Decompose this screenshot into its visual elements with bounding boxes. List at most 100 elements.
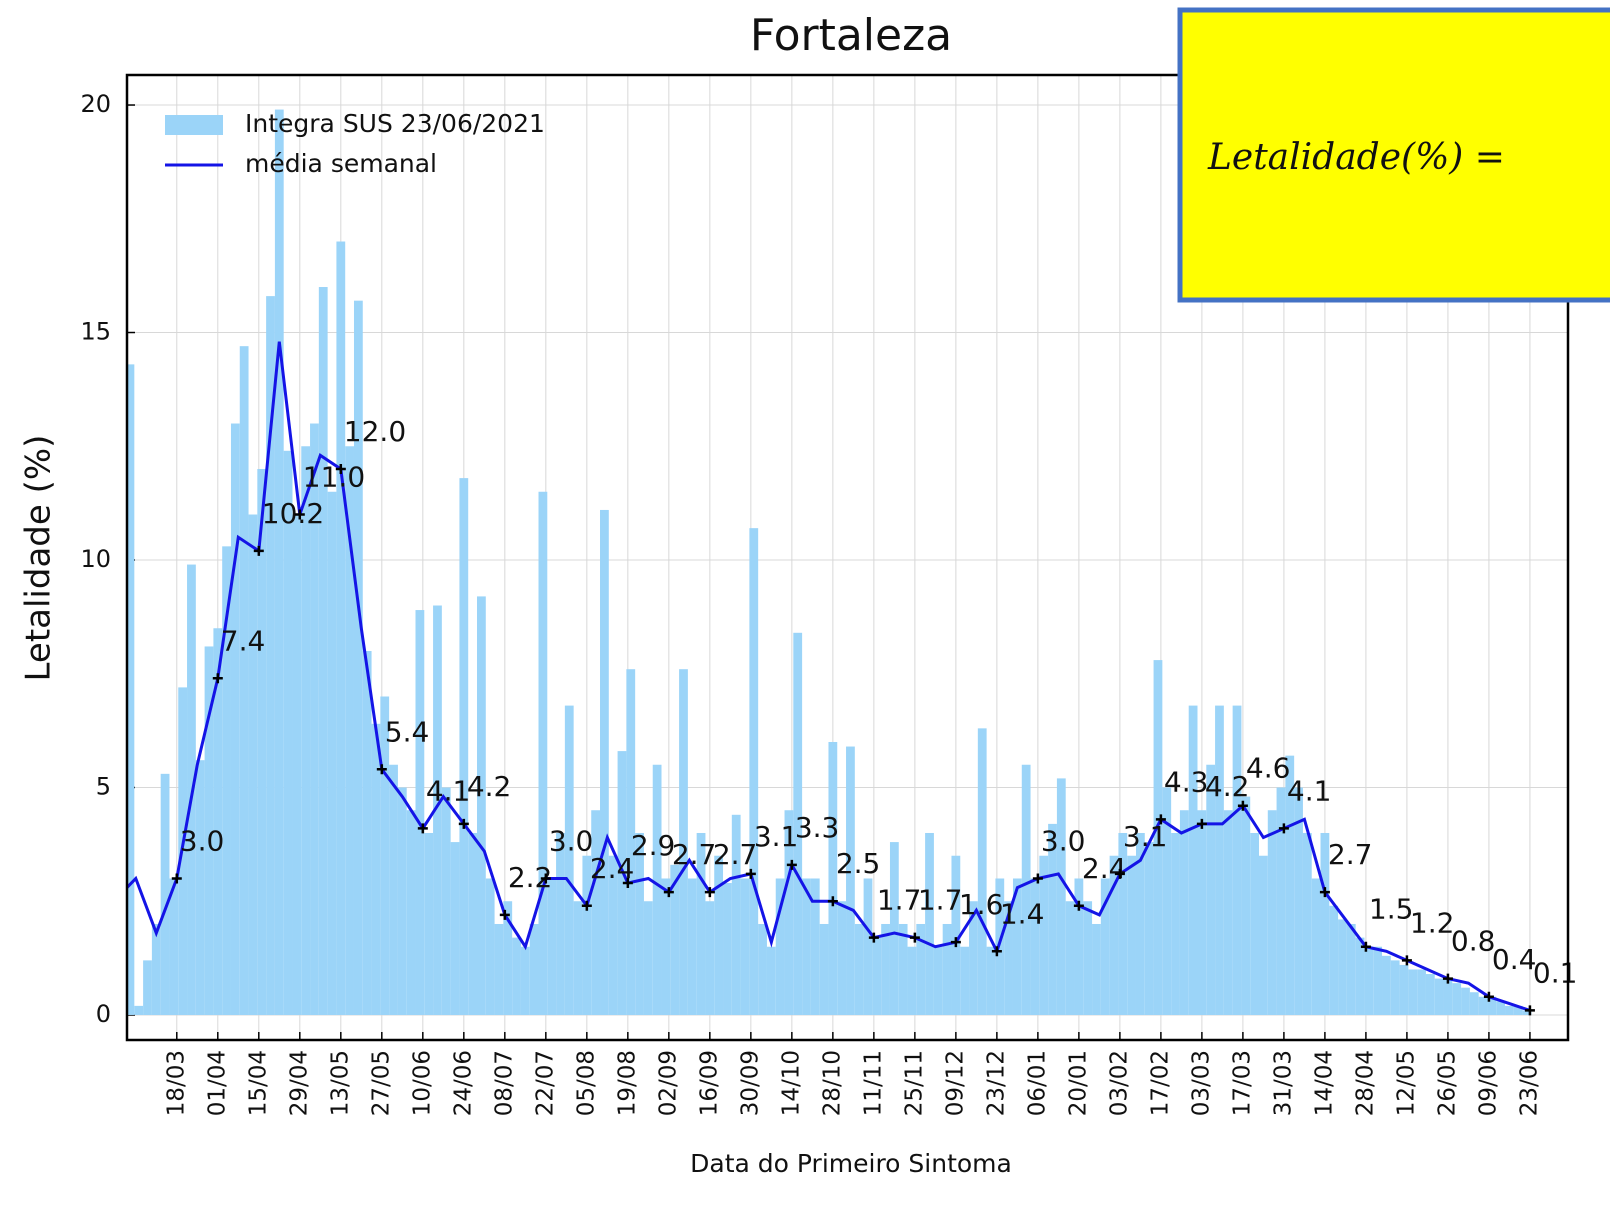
bar — [863, 878, 873, 1015]
bar — [1487, 996, 1497, 1015]
bar — [1074, 878, 1084, 1015]
bar — [485, 878, 495, 1015]
bar — [406, 810, 416, 1015]
point-marker — [253, 545, 264, 556]
point-label: 1.7 — [877, 884, 922, 917]
point-label: 0.8 — [1451, 925, 1496, 958]
bar — [301, 446, 311, 1015]
bar — [766, 946, 776, 1015]
point-marker — [1114, 868, 1125, 879]
bar — [230, 423, 240, 1015]
bar — [1461, 987, 1470, 1015]
bar — [1004, 901, 1013, 1015]
bar — [652, 764, 662, 1015]
point-label: 3.0 — [180, 824, 225, 857]
bar — [1048, 823, 1057, 1015]
point-label: 3.3 — [795, 811, 840, 844]
bar — [310, 423, 319, 1015]
bar — [1267, 810, 1277, 1015]
bar — [837, 901, 847, 1015]
point-marker — [745, 868, 756, 879]
bar — [257, 469, 267, 1015]
bar — [898, 923, 908, 1015]
bar — [371, 723, 381, 1015]
point-marker — [622, 878, 633, 889]
bar — [591, 810, 601, 1015]
bar — [547, 878, 557, 1015]
point-marker — [868, 932, 879, 943]
point-marker — [171, 873, 182, 884]
bar — [1250, 832, 1260, 1015]
point-marker — [1442, 973, 1453, 984]
point-marker — [1196, 818, 1207, 829]
y-tick-label: 0 — [96, 1000, 111, 1028]
bar — [353, 300, 363, 1015]
bar — [1522, 1010, 1532, 1015]
bar — [441, 787, 451, 1015]
bar — [705, 901, 715, 1015]
bar — [635, 832, 644, 1015]
bar — [1083, 901, 1093, 1015]
legend-label: média semanal — [245, 149, 437, 178]
bar — [714, 855, 724, 1015]
bar — [1259, 855, 1268, 1015]
bar — [1329, 905, 1339, 1015]
x-tick-label: 18/03 — [163, 1050, 189, 1116]
bar — [362, 650, 372, 1015]
bar — [415, 610, 425, 1015]
point-label: 1.4 — [1000, 897, 1045, 930]
bar — [1276, 787, 1286, 1015]
x-tick-label: 23/12 — [983, 1050, 1009, 1116]
point-label: 3.0 — [549, 824, 594, 857]
bar — [661, 878, 671, 1015]
bar — [1434, 978, 1444, 1015]
bar — [1469, 992, 1479, 1015]
point-marker — [909, 932, 920, 943]
point-marker — [1032, 873, 1043, 884]
x-tick-label: 17/02 — [1147, 1050, 1173, 1116]
bar — [608, 855, 618, 1015]
bar — [600, 509, 609, 1015]
bar — [1452, 983, 1462, 1015]
formula-box — [1177, 7, 1610, 303]
bar — [573, 901, 583, 1015]
bar — [1355, 937, 1365, 1015]
bar — [687, 878, 697, 1015]
bar — [916, 923, 926, 1015]
point-marker — [212, 673, 223, 684]
point-label: 1.6 — [959, 888, 1004, 921]
point-label: 1.2 — [1410, 906, 1455, 939]
x-tick-label: 13/05 — [327, 1050, 353, 1116]
point-label: 4.1 — [1287, 774, 1332, 807]
bar — [397, 787, 407, 1015]
bar — [1127, 855, 1136, 1015]
bar — [1478, 996, 1488, 1015]
bar — [617, 751, 627, 1015]
y-tick-label: 10 — [80, 545, 111, 573]
bar — [127, 364, 135, 1015]
bar — [450, 842, 460, 1015]
legend-swatch — [165, 115, 223, 135]
x-tick-label: 30/09 — [737, 1050, 763, 1116]
point-marker — [1483, 991, 1494, 1002]
bar — [1285, 755, 1295, 1015]
point-marker — [335, 464, 346, 475]
x-tick-label: 10/06 — [409, 1050, 435, 1116]
point-label: 10.2 — [262, 497, 324, 530]
formula-text: Letalidade(%) = — [1207, 137, 1505, 178]
bar — [380, 696, 390, 1015]
bar — [1425, 974, 1435, 1015]
bar — [248, 514, 258, 1015]
point-marker — [499, 909, 510, 920]
bar — [327, 491, 337, 1015]
point-label: 2.4 — [1082, 852, 1127, 885]
bar — [1109, 855, 1119, 1015]
point-marker — [827, 896, 838, 907]
x-tick-label: 16/09 — [696, 1050, 722, 1116]
x-tick-label: 11/11 — [860, 1050, 886, 1116]
bar — [696, 832, 706, 1015]
bar — [951, 855, 961, 1015]
x-tick-label: 03/02 — [1106, 1050, 1132, 1116]
x-tick-label: 08/07 — [491, 1050, 517, 1116]
bar — [626, 669, 636, 1015]
